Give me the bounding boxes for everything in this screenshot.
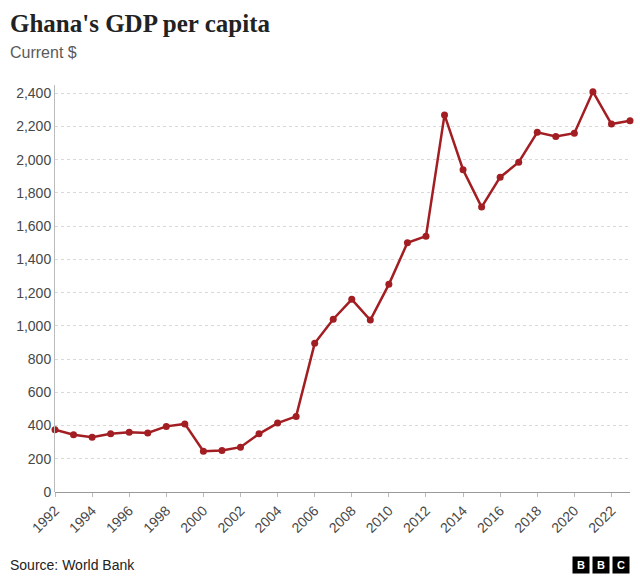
svg-text:2006: 2006 bbox=[288, 502, 321, 535]
svg-text:800: 800 bbox=[28, 351, 52, 367]
svg-text:2002: 2002 bbox=[214, 502, 247, 535]
svg-text:Ghana's GDP per capita: Ghana's GDP per capita bbox=[10, 10, 270, 37]
svg-text:1994: 1994 bbox=[66, 502, 99, 535]
svg-text:1,800: 1,800 bbox=[16, 185, 51, 201]
svg-text:Current $: Current $ bbox=[10, 44, 77, 61]
svg-text:400: 400 bbox=[28, 417, 52, 433]
svg-text:1,000: 1,000 bbox=[16, 318, 51, 334]
svg-text:2014: 2014 bbox=[437, 502, 470, 535]
svg-text:B: B bbox=[597, 559, 605, 571]
svg-text:2016: 2016 bbox=[474, 502, 507, 535]
svg-text:2020: 2020 bbox=[548, 502, 581, 535]
svg-text:2,400: 2,400 bbox=[16, 85, 51, 101]
svg-text:2000: 2000 bbox=[177, 502, 210, 535]
svg-text:0: 0 bbox=[43, 484, 51, 500]
svg-text:200: 200 bbox=[28, 451, 52, 467]
svg-text:2,000: 2,000 bbox=[16, 152, 51, 168]
svg-text:2018: 2018 bbox=[511, 502, 544, 535]
svg-text:B: B bbox=[577, 559, 585, 571]
svg-text:1,400: 1,400 bbox=[16, 251, 51, 267]
svg-text:Source: World Bank: Source: World Bank bbox=[10, 557, 135, 573]
svg-text:600: 600 bbox=[28, 384, 52, 400]
svg-text:1996: 1996 bbox=[103, 502, 136, 535]
svg-text:1998: 1998 bbox=[140, 502, 173, 535]
svg-text:2012: 2012 bbox=[400, 502, 433, 535]
svg-text:2022: 2022 bbox=[585, 502, 618, 535]
svg-text:1,600: 1,600 bbox=[16, 218, 51, 234]
svg-text:2004: 2004 bbox=[251, 502, 284, 535]
svg-text:C: C bbox=[617, 559, 625, 571]
svg-text:2008: 2008 bbox=[325, 502, 358, 535]
svg-text:2,200: 2,200 bbox=[16, 118, 51, 134]
svg-text:2010: 2010 bbox=[363, 502, 396, 535]
svg-text:1,200: 1,200 bbox=[16, 285, 51, 301]
svg-text:1992: 1992 bbox=[29, 502, 62, 535]
